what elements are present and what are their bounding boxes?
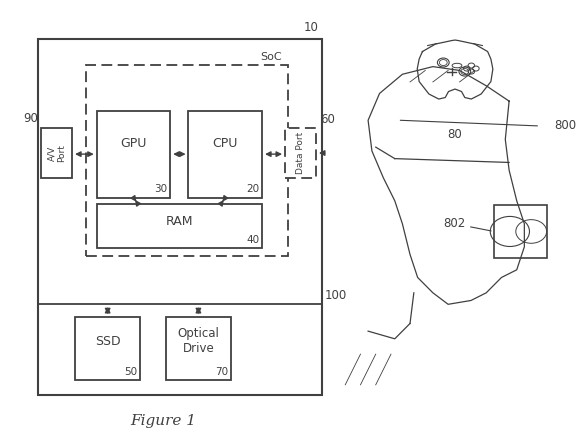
Bar (166, 317, 231, 380)
Text: 70: 70 (215, 367, 228, 377)
Text: Data Port: Data Port (296, 132, 305, 174)
Text: 50: 50 (124, 367, 137, 377)
Bar (41, 128, 72, 178)
Text: SSD: SSD (95, 334, 120, 348)
Text: A/V
Port: A/V Port (47, 144, 67, 162)
Bar (96, 111, 171, 198)
Bar (38, 39, 322, 395)
Text: 802: 802 (443, 217, 491, 231)
Text: 60: 60 (321, 113, 335, 126)
Text: Figure 1: Figure 1 (130, 414, 196, 428)
Bar (86, 65, 288, 256)
Text: SoC: SoC (260, 51, 282, 62)
Text: 40: 40 (246, 235, 259, 245)
Text: 30: 30 (154, 184, 168, 194)
Text: 80: 80 (448, 128, 463, 141)
Text: 800: 800 (554, 119, 576, 132)
Bar (189, 111, 262, 198)
Bar (96, 204, 262, 248)
Bar (494, 205, 547, 258)
Text: 10: 10 (304, 21, 319, 34)
Text: CPU: CPU (213, 137, 238, 150)
Text: Optical
Drive: Optical Drive (178, 327, 220, 355)
Bar (285, 128, 316, 178)
Text: GPU: GPU (120, 137, 147, 150)
Text: 20: 20 (246, 184, 259, 194)
Text: 100: 100 (325, 289, 347, 302)
Text: 90: 90 (23, 112, 38, 124)
Bar (75, 317, 140, 380)
Text: RAM: RAM (166, 215, 193, 228)
